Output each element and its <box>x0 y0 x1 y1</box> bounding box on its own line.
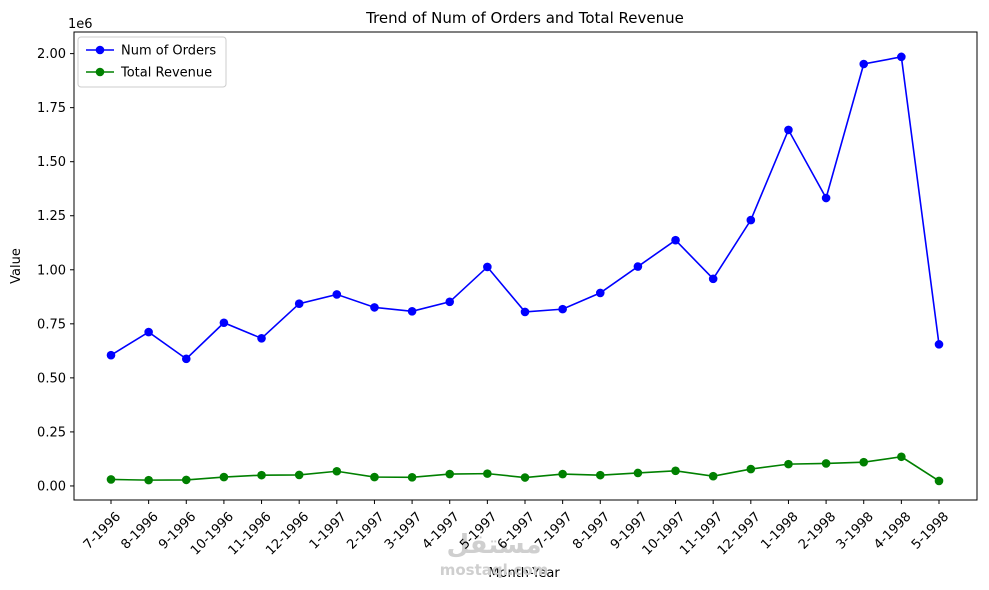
data-point <box>633 262 643 271</box>
data-point <box>708 471 718 481</box>
y-tick-label: 1.00 <box>37 263 66 278</box>
legend-label: Total Revenue <box>120 66 212 81</box>
data-point <box>520 307 530 317</box>
data-point <box>144 327 153 337</box>
x-tick-label: 8-1996 <box>119 509 162 552</box>
data-point <box>558 469 567 479</box>
y-axis-label: Value <box>9 248 24 284</box>
data-point <box>746 464 756 474</box>
data-point <box>595 470 605 480</box>
x-tick-label: 2-1997 <box>344 509 387 552</box>
x-tick-label: 1-1998 <box>758 509 801 552</box>
y-tick-label: 2.00 <box>37 47 66 62</box>
y-tick-label: 0.25 <box>37 425 66 440</box>
data-point <box>784 125 793 135</box>
data-point <box>181 354 191 364</box>
data-point <box>671 235 680 245</box>
data-point <box>445 469 455 479</box>
y-tick-label: 0.75 <box>37 317 66 332</box>
data-point <box>407 473 417 482</box>
data-point <box>294 470 304 480</box>
data-point <box>595 288 605 298</box>
plot-frame <box>73 31 978 501</box>
x-axis-label: Month-Year <box>488 566 560 581</box>
watermark-subtext: mostaql.com <box>440 561 549 579</box>
data-point <box>257 334 266 343</box>
data-point <box>219 472 229 482</box>
legend: Num of Orders Total Revenue <box>77 36 227 88</box>
x-tick-label: 3-1998 <box>834 509 877 552</box>
data-point <box>859 457 869 467</box>
data-point <box>219 318 229 328</box>
data-point <box>897 452 906 462</box>
data-point <box>897 52 906 62</box>
data-point <box>106 350 116 360</box>
data-point <box>445 297 455 307</box>
x-tick-label: 3-1997 <box>382 509 425 552</box>
legend-marker <box>95 45 105 55</box>
data-point <box>106 475 116 484</box>
data-point <box>859 59 869 69</box>
x-tick-label: 7-1996 <box>81 509 124 552</box>
data-point <box>332 290 342 299</box>
legend-marker <box>95 67 105 77</box>
data-point <box>934 340 944 349</box>
data-point <box>520 473 530 482</box>
data-point <box>558 304 567 314</box>
x-tick-label: 8-1997 <box>570 509 613 552</box>
y-tick-label: 1.75 <box>37 101 66 116</box>
data-point <box>294 299 304 309</box>
watermark: مستقل mostaql.com <box>440 530 549 579</box>
data-point <box>257 470 266 480</box>
data-point <box>671 466 680 476</box>
data-point <box>746 215 756 225</box>
watermark-text: مستقل <box>446 530 541 560</box>
y-tick-label: 1.50 <box>37 155 66 170</box>
data-point <box>708 274 718 284</box>
y-tick-label: 1.25 <box>37 209 66 224</box>
x-tick-label: 2-1998 <box>796 509 839 552</box>
legend-box <box>77 36 227 88</box>
data-point <box>784 459 793 469</box>
data-point <box>407 306 417 316</box>
data-point <box>934 476 944 486</box>
y-offset-label: 1e6 <box>68 17 93 32</box>
data-point <box>483 262 492 272</box>
chart-title: Trend of Num of Orders and Total Revenue <box>365 9 684 27</box>
y-tick-label: 0.50 <box>37 371 66 386</box>
data-point <box>181 475 191 485</box>
legend-label: Num of Orders <box>121 44 216 59</box>
y-tick-label: 0.00 <box>37 479 66 494</box>
x-tick-label: 1-1997 <box>307 509 350 552</box>
x-tick-label: 5-1998 <box>909 509 952 552</box>
data-point <box>370 472 379 482</box>
data-point <box>144 475 153 485</box>
x-tick-label: 4-1998 <box>871 509 914 552</box>
data-point <box>483 469 492 478</box>
data-point <box>370 303 379 312</box>
data-point <box>821 193 831 203</box>
data-point <box>633 468 643 478</box>
data-point <box>821 459 831 468</box>
data-point <box>332 466 342 476</box>
plot-area: 0.00 0.25 0.50 0.75 1.00 1.25 1.50 1.75 2.00 7-19… <box>37 31 978 558</box>
